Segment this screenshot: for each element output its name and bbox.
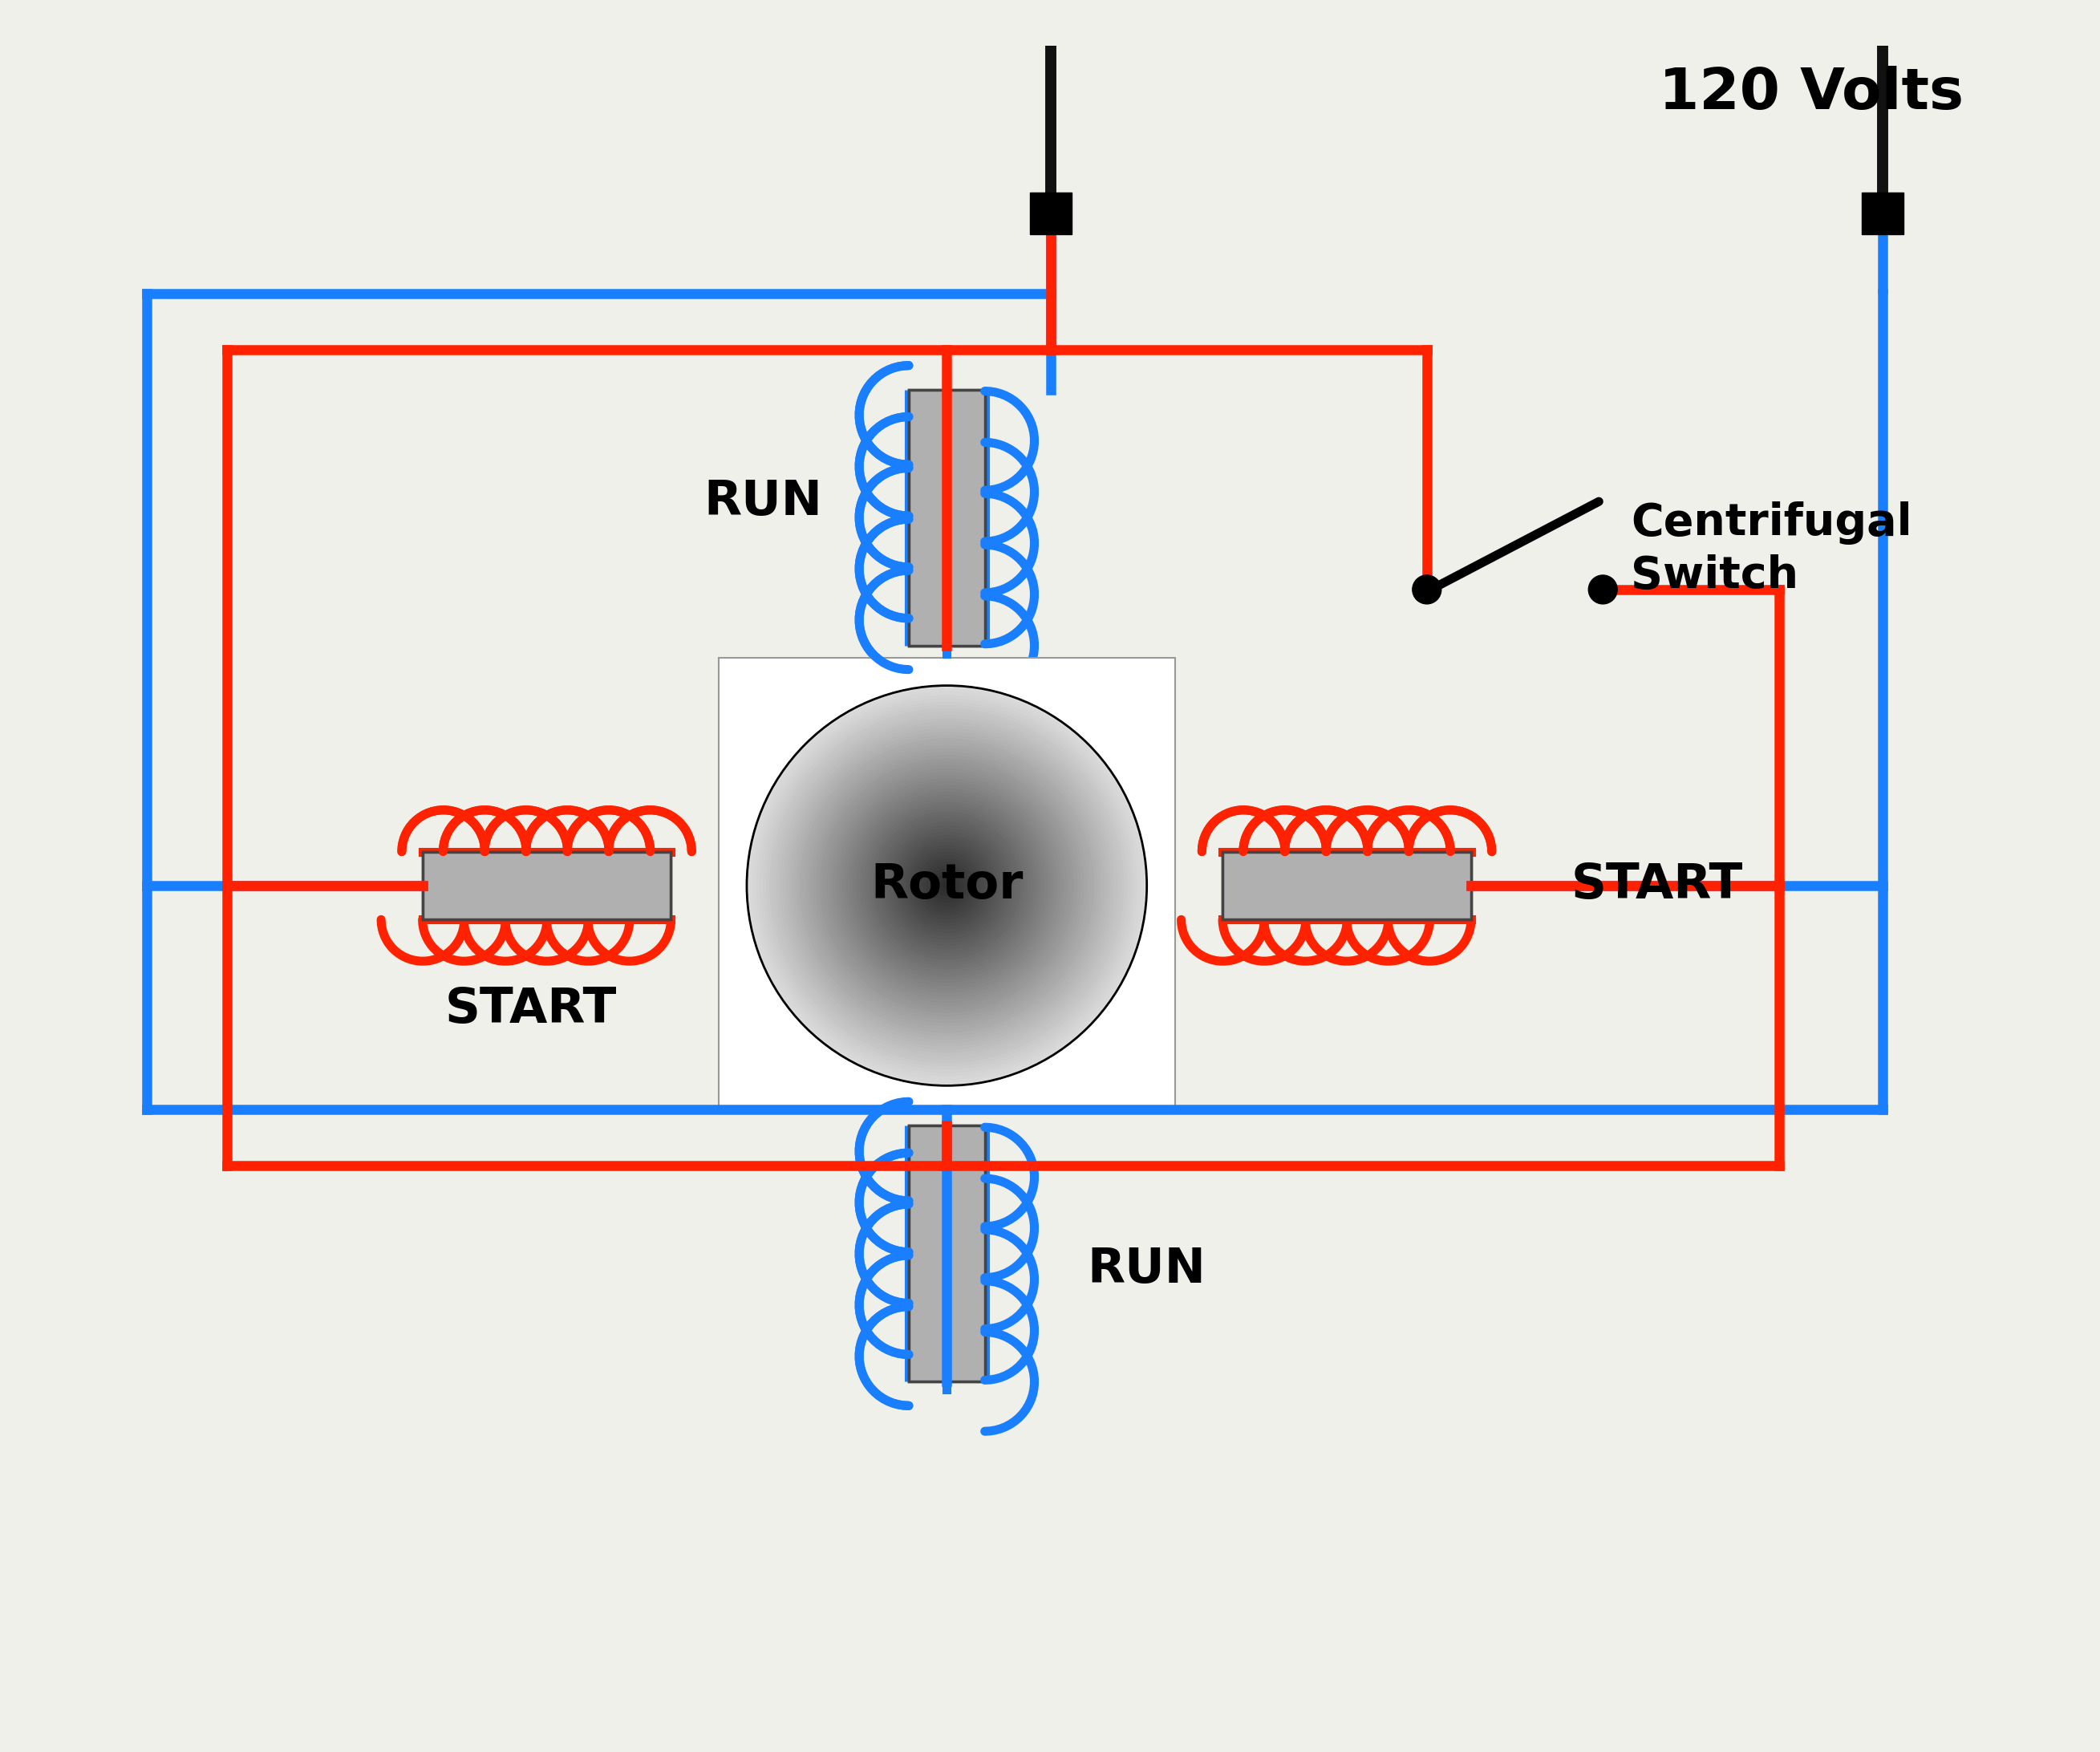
Bar <box>909 1125 985 1382</box>
Circle shape <box>907 846 987 925</box>
Circle shape <box>880 818 1014 953</box>
Circle shape <box>827 766 1067 1006</box>
Bar <box>1029 193 1071 235</box>
Text: RUN: RUN <box>704 478 821 526</box>
Circle shape <box>800 739 1094 1032</box>
Circle shape <box>811 748 1084 1023</box>
Circle shape <box>924 862 970 909</box>
Circle shape <box>913 851 981 920</box>
Circle shape <box>920 858 974 913</box>
Circle shape <box>754 692 1140 1079</box>
Circle shape <box>813 752 1079 1020</box>
Circle shape <box>861 799 1033 972</box>
Circle shape <box>878 816 1016 955</box>
Circle shape <box>788 725 1107 1046</box>
Circle shape <box>794 732 1100 1039</box>
Bar <box>422 851 670 920</box>
Circle shape <box>823 762 1071 1009</box>
Circle shape <box>903 843 989 929</box>
Bar <box>422 851 670 920</box>
Circle shape <box>1413 575 1441 604</box>
Bar <box>909 389 985 645</box>
Text: 120 Volts: 120 Volts <box>1659 67 1964 121</box>
Circle shape <box>867 806 1027 965</box>
Circle shape <box>796 736 1096 1035</box>
Circle shape <box>790 729 1102 1042</box>
Circle shape <box>846 785 1046 986</box>
Circle shape <box>783 722 1111 1049</box>
Text: START: START <box>445 986 617 1034</box>
Circle shape <box>941 880 953 892</box>
Circle shape <box>886 825 1006 946</box>
Circle shape <box>817 755 1077 1016</box>
Circle shape <box>750 689 1145 1083</box>
Text: START: START <box>1571 862 1743 909</box>
Text: Rotor: Rotor <box>869 862 1023 909</box>
Bar <box>1863 193 1905 235</box>
Circle shape <box>943 883 949 888</box>
Circle shape <box>901 839 993 932</box>
Circle shape <box>771 710 1124 1062</box>
Text: Centrifugal
Switch: Centrifugal Switch <box>1632 501 1913 597</box>
Circle shape <box>830 769 1063 1002</box>
Circle shape <box>926 865 966 906</box>
Circle shape <box>836 776 1056 995</box>
Circle shape <box>821 759 1073 1013</box>
Circle shape <box>884 822 1010 950</box>
Circle shape <box>748 685 1147 1086</box>
Circle shape <box>850 788 1044 983</box>
Circle shape <box>766 706 1128 1065</box>
Circle shape <box>897 836 998 936</box>
Text: RUN: RUN <box>1088 1246 1205 1293</box>
Circle shape <box>1588 575 1617 604</box>
Circle shape <box>909 850 983 922</box>
Circle shape <box>874 813 1021 958</box>
Bar <box>909 1125 985 1382</box>
Circle shape <box>934 872 960 899</box>
Circle shape <box>804 743 1090 1028</box>
Circle shape <box>857 795 1037 976</box>
Circle shape <box>930 869 964 902</box>
Circle shape <box>863 802 1031 969</box>
Bar <box>1222 851 1470 920</box>
Circle shape <box>764 703 1130 1069</box>
Circle shape <box>892 832 1000 939</box>
Circle shape <box>773 713 1119 1058</box>
Circle shape <box>834 773 1060 999</box>
Circle shape <box>937 876 958 895</box>
Bar <box>718 657 1174 1114</box>
Circle shape <box>890 829 1004 943</box>
Bar <box>1222 851 1470 920</box>
Circle shape <box>777 715 1117 1056</box>
Circle shape <box>869 809 1023 962</box>
Circle shape <box>760 699 1134 1072</box>
Circle shape <box>806 746 1088 1025</box>
Circle shape <box>840 780 1054 992</box>
Circle shape <box>756 696 1136 1076</box>
Bar <box>909 389 985 645</box>
Circle shape <box>918 855 977 916</box>
Circle shape <box>779 718 1113 1053</box>
Circle shape <box>853 792 1040 979</box>
Circle shape <box>844 781 1050 988</box>
